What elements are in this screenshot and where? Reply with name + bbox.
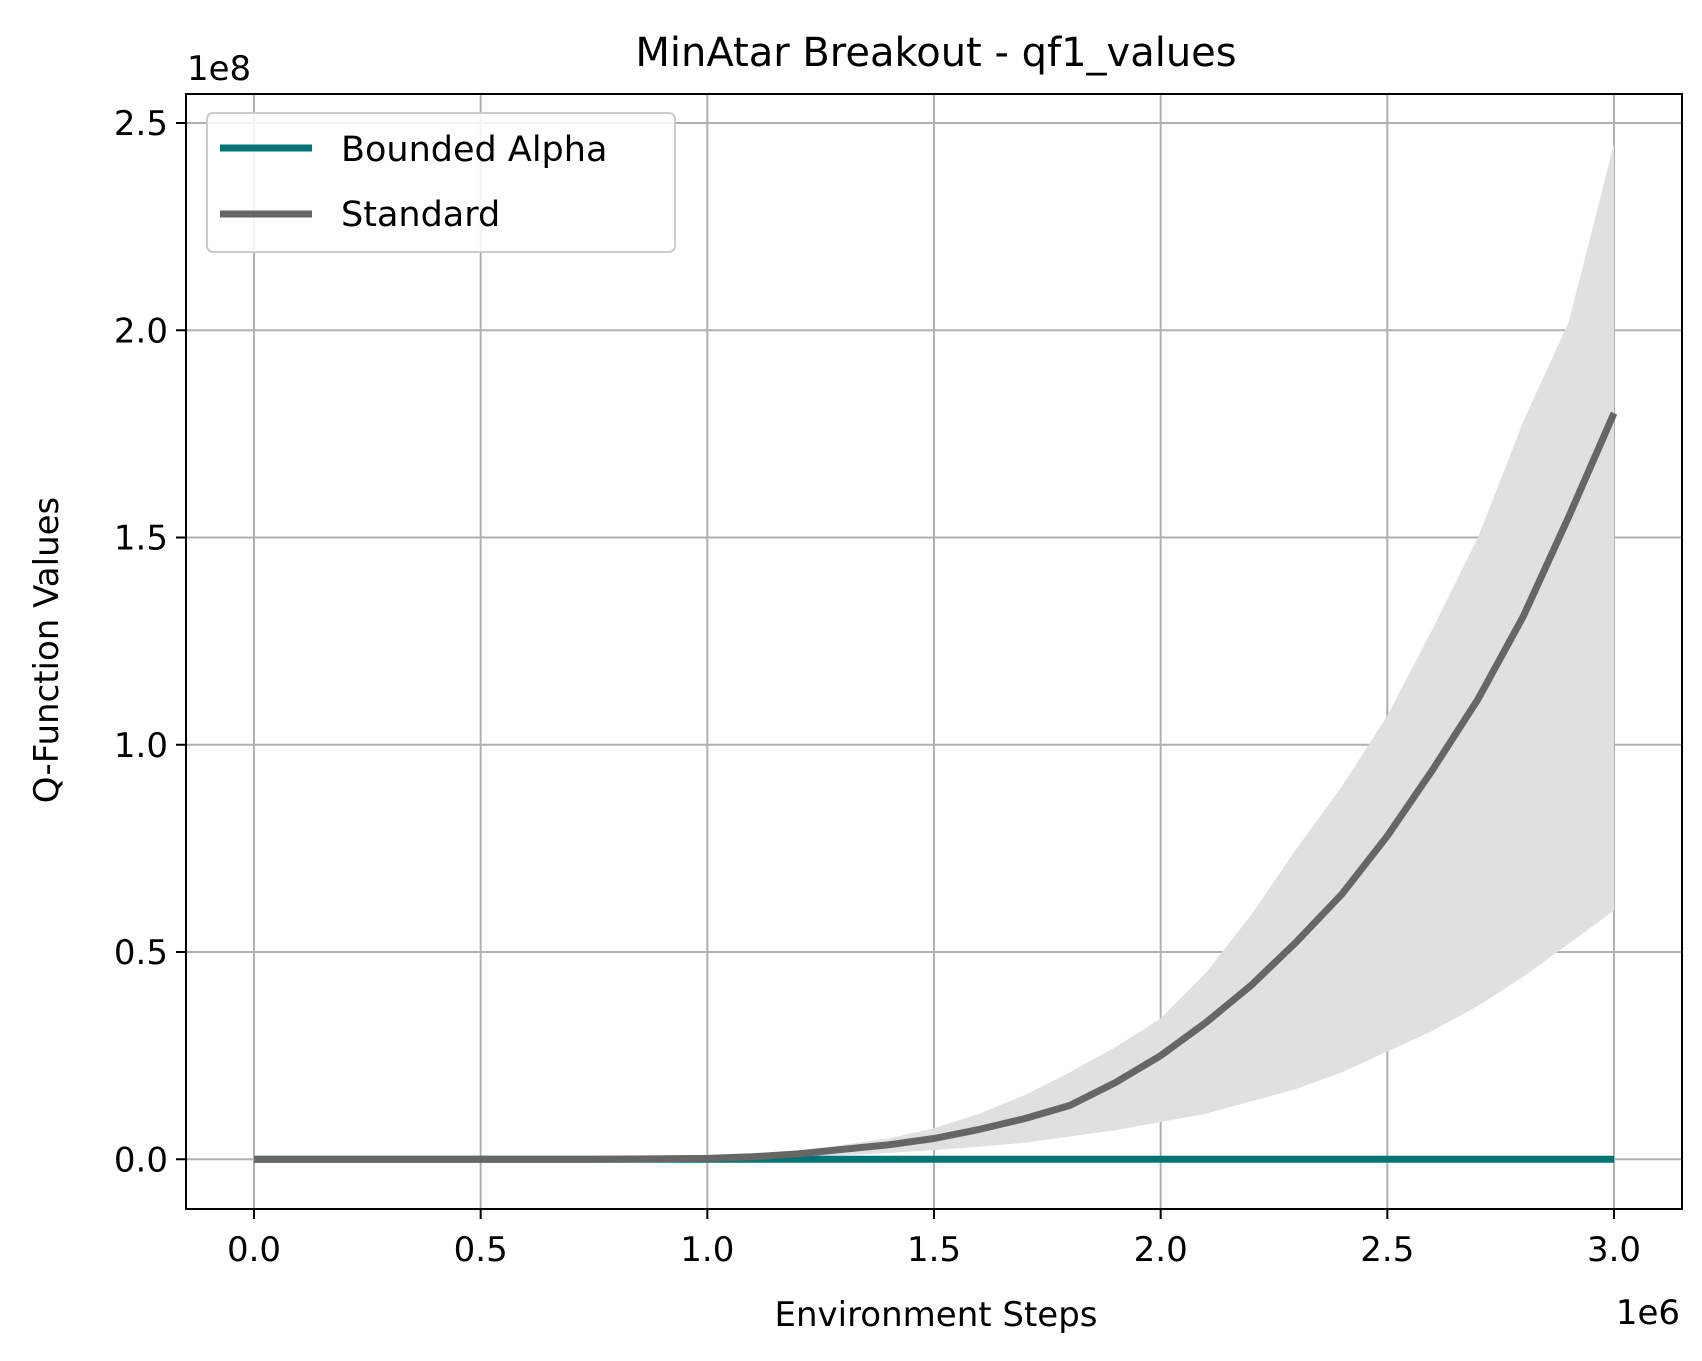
- legend-label-standard: Standard: [341, 195, 500, 235]
- confidence-band-1: [254, 143, 1614, 1160]
- y-tick-label: 1.5: [114, 519, 168, 559]
- y-axis-label: Q-Function Values: [27, 497, 67, 803]
- chart-title: MinAtar Breakout - qf1_values: [635, 30, 1236, 76]
- x-tick-label: 1.0: [680, 1230, 734, 1270]
- confidence-band-layer: [254, 143, 1614, 1160]
- y-axis-multiplier: 1e8: [187, 49, 251, 89]
- legend-box: [206, 112, 676, 253]
- y-tick-label: 1.0: [114, 726, 168, 766]
- y-tick-label: 2.0: [114, 311, 168, 351]
- y-tick-label: 0.0: [114, 1140, 168, 1180]
- x-tick-label: 2.0: [1134, 1230, 1188, 1270]
- x-tick-label: 3.0: [1587, 1230, 1641, 1270]
- y-tick-label: 2.5: [114, 104, 168, 144]
- x-tick-label: 0.0: [227, 1230, 281, 1270]
- series-line-1: [254, 411, 1618, 1163]
- legend-label-bounded-alpha: Bounded Alpha: [341, 130, 607, 170]
- axis-ticks: 0.0 0.5 1.0 1.5 2.0 2.5 3.0 0.0 0.5 1.0 1.5 2.0 2.5: [114, 104, 1641, 1270]
- x-axis-multiplier: 1e6: [1616, 1293, 1680, 1333]
- series-lines: [254, 411, 1618, 1163]
- y-tick-label: 0.5: [114, 933, 168, 973]
- x-tick-label: 0.5: [454, 1230, 508, 1270]
- legend: Bounded Alpha Standard: [206, 112, 676, 253]
- x-tick-label: 1.5: [907, 1230, 961, 1270]
- x-tick-label: 2.5: [1360, 1230, 1414, 1270]
- x-axis-label: Environment Steps: [774, 1295, 1097, 1335]
